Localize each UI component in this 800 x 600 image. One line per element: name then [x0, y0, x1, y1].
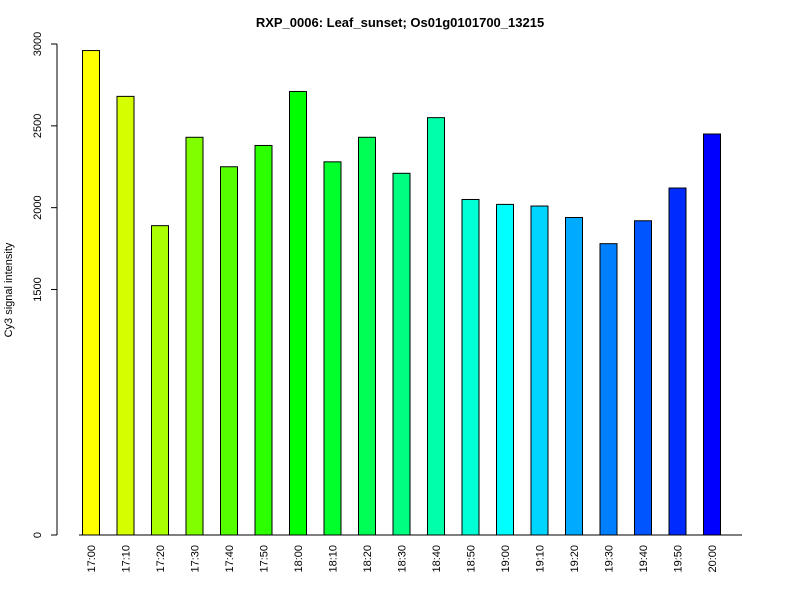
x-tick-label: 19:20 [569, 545, 581, 573]
x-tick-label: 18:50 [466, 545, 478, 573]
bar [358, 136, 376, 536]
bar [254, 144, 273, 536]
bar [668, 187, 687, 536]
y-tick-label: 2000 [32, 195, 44, 219]
bar [185, 136, 204, 536]
bar [116, 95, 135, 536]
x-tick-label: 17:50 [259, 545, 271, 573]
bar [599, 243, 618, 536]
x-tick-label: 19:50 [673, 545, 685, 573]
bar-series [82, 50, 721, 536]
x-tick-label: 20:00 [707, 545, 719, 573]
x-tick-label: 17:10 [121, 545, 133, 573]
x-tick-label: 18:30 [397, 545, 409, 573]
x-tick-label: 17:20 [155, 545, 167, 573]
bar [289, 90, 307, 536]
bar [634, 220, 652, 536]
bar [392, 172, 411, 536]
x-tick-labels: 17:00 17:10 17:20 17:30 17:40 17:50 18:00 18:10… [86, 545, 719, 573]
y-tick-label: 1500 [32, 277, 44, 301]
bar [496, 203, 514, 536]
chart-title: RXP_0006: Leaf_sunset; Os01g0101700_1321… [256, 15, 544, 30]
bar [565, 216, 583, 536]
y-tick-label: 3000 [32, 32, 44, 56]
x-tick-label: 19:30 [604, 545, 616, 573]
y-axis: 0 1500 2000 2500 3000 [32, 32, 58, 538]
bar [427, 117, 445, 536]
x-tick-label: 19:10 [535, 545, 547, 573]
bar [151, 225, 169, 536]
y-tick-label: 2500 [32, 114, 44, 138]
x-tick-label: 17:40 [224, 545, 236, 573]
x-tick-label: 18:00 [293, 545, 305, 573]
y-tick-label: 0 [32, 532, 44, 538]
x-tick-label: 18:20 [362, 545, 374, 573]
x-tick-label: 18:40 [431, 545, 443, 573]
bar [530, 205, 549, 536]
bar [220, 166, 238, 536]
x-tick-label: 19:40 [638, 545, 650, 573]
x-tick-label: 19:00 [500, 545, 512, 573]
bar [82, 50, 100, 536]
bar [323, 161, 342, 536]
bar [703, 133, 721, 536]
x-tick-label: 17:30 [190, 545, 202, 573]
y-axis-label: Cy3 signal intensity [3, 242, 15, 337]
bar [461, 198, 480, 536]
x-tick-label: 18:10 [328, 545, 340, 573]
x-tick-label: 17:00 [86, 545, 98, 573]
